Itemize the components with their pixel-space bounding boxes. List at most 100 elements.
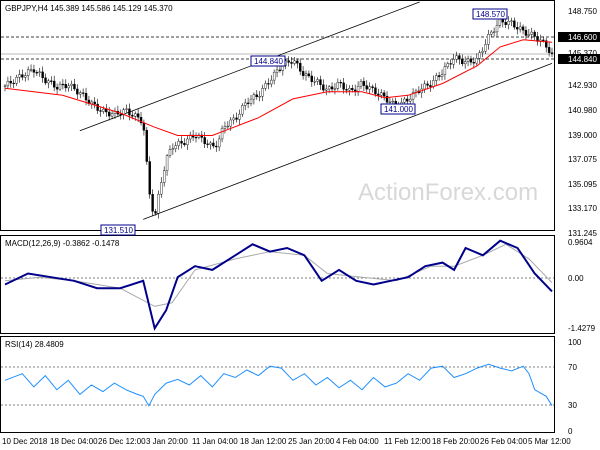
candle-body xyxy=(310,75,313,82)
candle-body xyxy=(160,182,163,195)
level-label-box xyxy=(558,54,600,64)
candle-body xyxy=(142,122,146,131)
candle-body xyxy=(348,88,351,91)
candle-body xyxy=(90,101,94,104)
candle-body xyxy=(351,88,354,91)
macd-axis: 0.9604 0.00 -1.4279 xyxy=(568,238,596,333)
candle-body xyxy=(423,83,426,90)
candle-body xyxy=(325,88,328,91)
candle-body xyxy=(504,21,507,25)
time-tick: 18 Feb 20:00 xyxy=(432,437,480,446)
annotation-box xyxy=(472,8,508,20)
price-header: GBPJPY,H4 145.389 145.586 145.129 145.37… xyxy=(5,4,173,13)
candle-body xyxy=(518,26,522,30)
rsi-axis: 100 70 30 0 xyxy=(568,338,582,436)
candle-body xyxy=(58,83,62,90)
candle-body xyxy=(385,95,389,103)
candle-body xyxy=(249,98,253,104)
candle-body xyxy=(356,85,360,92)
price-tick: 140.980 xyxy=(568,106,597,115)
candle-body xyxy=(322,84,325,91)
candle-body xyxy=(461,59,464,65)
price-tick: 145.370 xyxy=(568,49,597,58)
candle-body xyxy=(252,94,256,100)
candle-body xyxy=(472,62,476,64)
candle-body xyxy=(105,108,108,113)
candle-body xyxy=(270,79,273,85)
annotation-high: 148.570 xyxy=(476,10,505,19)
price-annotations: 144.840 148.570 141.000 131.510 xyxy=(100,8,508,236)
candle-body xyxy=(516,26,519,30)
candle-body xyxy=(165,155,169,171)
candle-body xyxy=(362,81,366,86)
candle-body xyxy=(446,63,450,67)
time-tick: 18 Jan 12:00 xyxy=(240,437,287,446)
candle-body xyxy=(391,100,395,103)
candle-body xyxy=(547,47,551,53)
level-label-support: 144.840 xyxy=(568,55,597,64)
macd-tick: -1.4279 xyxy=(568,324,596,333)
candle-body xyxy=(9,80,12,84)
candle-body xyxy=(267,83,270,85)
candle-body xyxy=(426,83,429,86)
candle-body xyxy=(440,74,444,77)
candle-body xyxy=(507,21,510,25)
candle-body xyxy=(226,125,230,128)
candle-body xyxy=(61,83,65,86)
rsi-tick: 70 xyxy=(568,363,577,372)
candle-body xyxy=(79,92,82,95)
candle-body xyxy=(550,52,554,54)
candle-body xyxy=(463,61,467,65)
candle-body xyxy=(365,85,368,90)
candle-body xyxy=(481,50,484,53)
rsi-tick: 30 xyxy=(568,401,577,410)
candle-body xyxy=(235,117,238,120)
candle-body xyxy=(67,85,70,89)
candle-body xyxy=(307,73,311,77)
candle-body xyxy=(406,98,409,102)
candle-body xyxy=(174,145,177,149)
candle-body xyxy=(296,60,299,64)
candle-body xyxy=(487,34,490,45)
candle-body xyxy=(264,83,267,89)
candle-body xyxy=(458,55,461,60)
candle-body xyxy=(6,80,10,87)
watermark: ActionForex.com xyxy=(358,179,538,206)
candle-body xyxy=(330,86,334,90)
candle-body xyxy=(244,102,247,106)
candle-body xyxy=(492,31,496,33)
candle-body xyxy=(316,79,319,82)
candle-body xyxy=(353,89,357,92)
candle-body xyxy=(411,92,415,100)
candle-body xyxy=(206,143,209,145)
candle-body xyxy=(47,80,50,84)
candle-body xyxy=(255,94,258,98)
candle-body xyxy=(449,63,452,65)
annotation-box xyxy=(250,55,286,67)
price-tick: 133.170 xyxy=(568,204,597,213)
rsi-header: RSI(14) 28.4809 xyxy=(5,340,64,349)
candle-body xyxy=(429,85,432,87)
candle-body xyxy=(102,108,105,112)
macd-line xyxy=(4,239,553,331)
candle-body xyxy=(301,71,305,76)
candle-body xyxy=(437,75,441,77)
candle-body xyxy=(304,73,308,76)
time-axis: 10 Dec 2018 18 Dec 04:00 26 Dec 12:00 3 … xyxy=(2,437,571,446)
rsi-tick: 0 xyxy=(568,427,573,436)
price-layer xyxy=(3,1,554,220)
time-tick: 18 Dec 04:00 xyxy=(50,437,98,446)
candle-body xyxy=(139,117,143,124)
candle-body xyxy=(200,134,204,138)
candle-body xyxy=(319,79,322,85)
macd-panel-frame xyxy=(0,235,555,334)
price-tick: 148.750 xyxy=(568,7,597,16)
candle-body xyxy=(128,108,131,116)
candle-body xyxy=(261,88,264,97)
candle-body xyxy=(131,114,134,117)
candle-body xyxy=(272,71,276,81)
annotation-swing-high-1: 144.840 xyxy=(254,57,283,66)
candle-body xyxy=(368,86,371,90)
candle-body xyxy=(380,92,383,96)
